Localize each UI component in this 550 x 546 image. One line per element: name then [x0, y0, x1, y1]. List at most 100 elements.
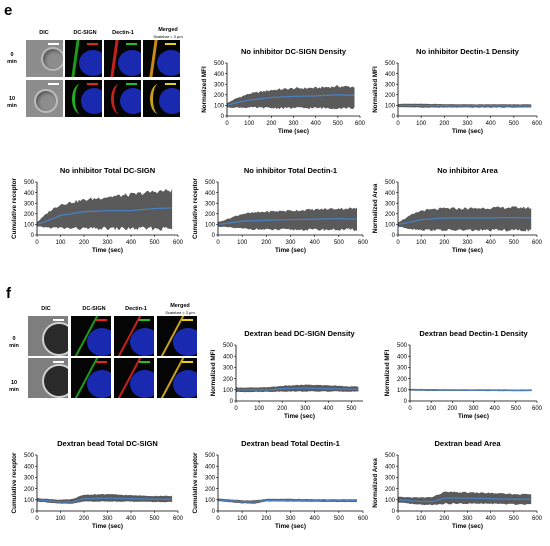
x-tick-label: 300 [462, 121, 473, 127]
chart-title: Dextran bead Total Dectin-1 [241, 439, 340, 448]
x-tick-label: 0 [396, 121, 400, 127]
x-axis-label: Time (sec) [452, 128, 483, 135]
x-tick-label: 200 [261, 240, 272, 246]
micrograph-dic-0min [26, 40, 63, 77]
x-tick-label: 500 [509, 516, 520, 522]
variability-band [227, 85, 355, 110]
x-tick-label: 400 [126, 240, 137, 246]
x-tick-label: 200 [79, 240, 90, 246]
x-tick-label: 500 [149, 240, 160, 246]
x-tick-label: 400 [310, 240, 321, 246]
x-tick-label: 400 [126, 516, 137, 522]
x-tick-label: 300 [288, 121, 299, 127]
micrograph-merged-10min [143, 80, 180, 117]
variability-band [37, 188, 173, 231]
micrograph-merged-0min [143, 40, 180, 77]
micrograph-merged-0min [157, 316, 197, 356]
x-tick-label: 500 [346, 406, 357, 412]
x-tick-label: 100 [416, 240, 427, 246]
column-label-merged: Merged [158, 27, 178, 33]
x-tick-label: 500 [149, 516, 160, 522]
y-tick-label: 0 [212, 509, 216, 515]
x-tick-label: 100 [254, 406, 265, 412]
row-label-10-min: 10 min [4, 380, 24, 394]
x-tick-label: 400 [486, 121, 497, 127]
y-tick-label: 500 [385, 453, 396, 459]
x-tick-label: 200 [79, 516, 90, 522]
y-tick-label: 500 [205, 453, 216, 459]
y-tick-label: 100 [397, 388, 408, 394]
x-axis-label: Time (sec) [275, 247, 306, 254]
y-tick-label: 100 [385, 498, 396, 504]
column-label-dic: DIC [39, 30, 49, 36]
x-tick-label: 400 [311, 121, 322, 127]
x-tick-label: 600 [173, 240, 184, 246]
y-axis-label: Normalized MFI [210, 349, 217, 396]
y-axis-label: Cumulative receptor [11, 452, 18, 513]
y-tick-label: 200 [205, 487, 216, 493]
x-tick-label: 500 [509, 240, 520, 246]
x-tick-label: 100 [237, 516, 248, 522]
y-tick-label: 200 [385, 212, 396, 218]
x-tick-label: 600 [532, 406, 543, 412]
x-tick-label: 600 [355, 121, 366, 127]
y-tick-label: 200 [385, 487, 396, 493]
y-tick-label: 500 [205, 180, 216, 186]
x-tick-label: 0 [234, 406, 238, 412]
y-tick-label: 300 [24, 201, 35, 207]
y-tick-label: 0 [31, 509, 35, 515]
column-label-dectin-1: Dectin-1 [125, 306, 147, 312]
x-tick-label: 100 [416, 121, 427, 127]
row-label-unit: min [9, 387, 19, 393]
x-tick-label: 200 [261, 516, 272, 522]
micrograph-dectin-1-10min [104, 80, 141, 117]
x-tick-label: 200 [439, 121, 450, 127]
y-tick-label: 0 [212, 233, 216, 239]
x-tick-label: 0 [35, 240, 39, 246]
x-tick-label: 300 [285, 516, 296, 522]
micrograph-dc-sign-0min [71, 316, 111, 356]
y-tick-label: 100 [24, 498, 35, 504]
mean-line [397, 497, 532, 503]
y-axis-label: Normalized MFI [201, 66, 208, 113]
x-tick-label: 500 [509, 121, 520, 127]
row-label-unit: min [9, 343, 19, 349]
x-tick-label: 600 [532, 516, 543, 522]
y-tick-label: 0 [404, 399, 408, 405]
x-tick-label: 200 [447, 406, 458, 412]
x-tick-label: 600 [532, 121, 543, 127]
y-tick-label: 300 [205, 201, 216, 207]
y-tick-label: 300 [385, 201, 396, 207]
x-tick-label: 400 [486, 516, 497, 522]
x-tick-label: 300 [102, 240, 113, 246]
y-axis-label: Cumulative receptor [11, 178, 18, 239]
x-tick-label: 500 [511, 406, 522, 412]
chart-title: Dextran bead DC-SIGN Density [244, 329, 355, 338]
row-label-0-min: 0 min [2, 52, 22, 66]
mean-line [409, 389, 532, 392]
x-axis-label: Time (sec) [278, 128, 309, 135]
x-tick-label: 200 [277, 406, 288, 412]
x-tick-label: 200 [439, 516, 450, 522]
y-tick-label: 500 [24, 453, 35, 459]
x-tick-label: 400 [323, 406, 334, 412]
x-axis-label: Time (sec) [284, 413, 315, 420]
y-tick-label: 100 [214, 104, 225, 110]
micrograph-dc-sign-0min [65, 40, 102, 77]
y-tick-label: 300 [385, 82, 396, 88]
y-tick-label: 200 [385, 93, 396, 99]
y-tick-label: 100 [24, 223, 35, 229]
y-tick-label: 400 [385, 464, 396, 470]
y-axis-label: Normalized MFI [384, 349, 391, 396]
chart-title: Dextran bead Dectin-1 Density [419, 329, 528, 338]
micrograph-merged-10min [157, 358, 197, 398]
x-tick-label: 600 [173, 516, 184, 522]
y-tick-label: 200 [24, 487, 35, 493]
mean-line [217, 217, 358, 226]
variability-band [398, 206, 532, 232]
chart-title: No inhibitor DC-SIGN Density [241, 47, 347, 56]
y-tick-label: 300 [397, 366, 408, 372]
